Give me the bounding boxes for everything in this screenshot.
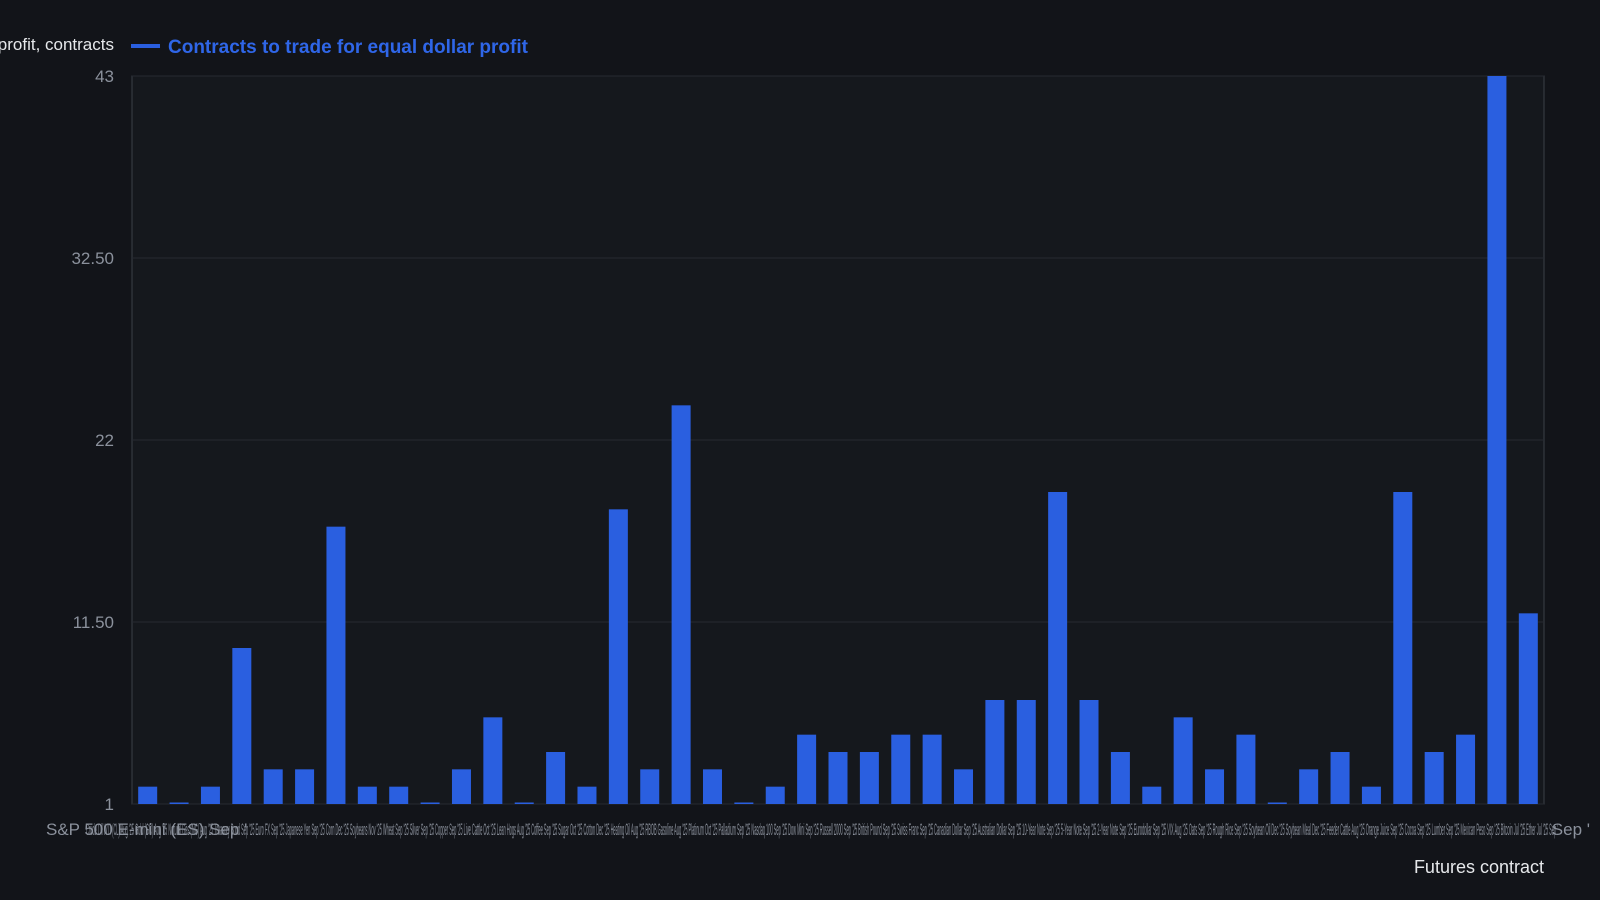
bars xyxy=(138,76,1538,804)
bar xyxy=(1456,734,1476,804)
bar xyxy=(1518,613,1538,804)
y-tick-label: 1 xyxy=(105,795,114,814)
bar xyxy=(734,802,754,804)
bar xyxy=(514,802,534,804)
bar xyxy=(1267,802,1287,804)
bar xyxy=(577,786,597,804)
x-axis-tick-labels: Crude Oil WTI (CL) Aug '25 Gold (GC) Aug… xyxy=(46,820,1590,839)
bar xyxy=(1079,700,1099,804)
bar xyxy=(702,769,722,804)
bar xyxy=(1487,76,1507,804)
y-tick-label: 22 xyxy=(95,431,114,450)
bar xyxy=(640,769,660,804)
x-tick-label-last: Sep ' xyxy=(1552,820,1590,839)
bar xyxy=(483,717,503,804)
bar xyxy=(138,786,158,804)
bar xyxy=(922,734,942,804)
bar xyxy=(1048,492,1068,804)
bar xyxy=(232,648,252,804)
bar xyxy=(828,752,848,804)
bar xyxy=(1393,492,1413,804)
bar xyxy=(1236,734,1256,804)
y-axis-label: Contracts to trade for equal dollar prof… xyxy=(0,35,114,54)
bar xyxy=(954,769,974,804)
x-axis-label: Futures contract xyxy=(1414,857,1544,877)
bar xyxy=(1424,752,1444,804)
bar xyxy=(357,786,377,804)
bar xyxy=(1361,786,1381,804)
bar xyxy=(451,769,471,804)
bar xyxy=(420,802,440,804)
bar xyxy=(891,734,911,804)
bar xyxy=(985,700,1005,804)
bar xyxy=(797,734,817,804)
bar xyxy=(326,526,346,804)
bar xyxy=(1299,769,1319,804)
bar xyxy=(1173,717,1193,804)
bar xyxy=(765,786,785,804)
legend-label: Contracts to trade for equal dollar prof… xyxy=(168,37,529,58)
y-tick-label: 32.50 xyxy=(71,249,114,268)
bar xyxy=(389,786,409,804)
bar xyxy=(295,769,315,804)
bar xyxy=(1205,769,1225,804)
bar xyxy=(608,509,628,804)
x-tick-label-first: S&P 500 E-mini (ES) Sep ' xyxy=(46,820,247,839)
bar xyxy=(546,752,566,804)
bar xyxy=(200,786,220,804)
y-axis-ticks: 1 11.50 22 32.50 43 xyxy=(71,67,114,814)
bar xyxy=(263,769,283,804)
bar xyxy=(169,802,189,804)
bar xyxy=(1330,752,1350,804)
bar xyxy=(1142,786,1162,804)
gridlines xyxy=(132,75,1544,805)
x-tick-label-overlapping: Crude Oil WTI (CL) Aug '25 Gold (GC) Aug… xyxy=(86,820,1558,839)
bar xyxy=(1016,700,1036,804)
bar xyxy=(1110,752,1130,804)
bar xyxy=(859,752,879,804)
bar xyxy=(671,405,691,804)
y-tick-label: 43 xyxy=(95,67,114,86)
y-tick-label: 11.50 xyxy=(73,613,114,632)
